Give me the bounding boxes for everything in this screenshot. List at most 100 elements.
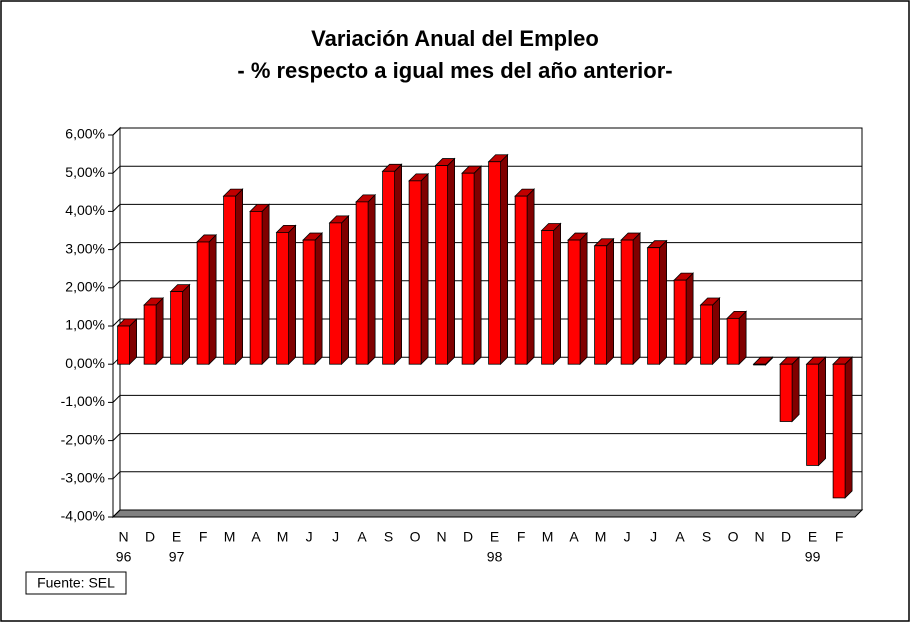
bar-side	[288, 224, 297, 366]
y-tick-label: -3,00%	[61, 470, 105, 486]
bar	[726, 317, 740, 365]
bar	[567, 239, 581, 365]
bar-side	[500, 153, 509, 366]
bar	[196, 241, 210, 365]
bar-side	[473, 165, 482, 366]
bar-side	[420, 172, 429, 366]
x-tick-label: F	[835, 529, 844, 545]
bar	[355, 201, 369, 365]
grid-line	[112, 394, 862, 403]
y-tick-label: -4,00%	[61, 508, 105, 524]
x-tick-label: F	[517, 529, 526, 545]
bar-side	[447, 157, 456, 366]
y-tick-label: -1,00%	[61, 393, 105, 409]
bar-side	[208, 233, 217, 366]
bar-side	[394, 163, 403, 366]
x-tick-label: J	[306, 529, 313, 545]
bar	[223, 195, 237, 365]
x-tick-label: A	[675, 529, 685, 545]
x-tick-label: E	[808, 529, 817, 545]
y-tick-label: 4,00%	[65, 202, 105, 218]
bar	[541, 230, 554, 365]
grid-line	[112, 280, 862, 289]
bar	[143, 304, 157, 365]
bar-side	[261, 203, 270, 366]
grid-line	[112, 165, 862, 174]
x-tick-label: J	[650, 529, 657, 545]
grid-line	[112, 509, 862, 518]
bar-side	[685, 272, 694, 366]
y-tick-label: 0,00%	[65, 355, 105, 371]
x-tick-label: D	[145, 529, 155, 545]
bar	[673, 279, 687, 365]
x-tick-label: N	[755, 529, 765, 545]
bar-side	[553, 222, 561, 366]
grid-line	[112, 127, 862, 136]
bar	[806, 363, 819, 466]
bar	[594, 245, 607, 365]
bar-side	[155, 297, 164, 366]
x-tick-label: J	[624, 529, 631, 545]
bar-side	[632, 232, 641, 366]
bar-side	[606, 237, 614, 366]
bar-side	[818, 356, 826, 467]
bar	[276, 232, 290, 365]
bar-side	[182, 283, 191, 366]
bar	[302, 239, 316, 365]
bar-side	[844, 356, 853, 499]
bar-side	[738, 310, 747, 366]
bar	[329, 222, 343, 365]
x-tick-label: N	[119, 529, 129, 545]
bar-side	[341, 214, 350, 366]
x-tick-label: M	[224, 529, 236, 545]
x-tick-label: A	[569, 529, 579, 545]
x-tick-label: M	[542, 529, 554, 545]
bar	[620, 239, 634, 365]
x-tick-label: O	[410, 529, 421, 545]
x-year-label: 99	[805, 549, 821, 565]
bar	[117, 325, 130, 365]
x-tick-label: M	[595, 529, 607, 545]
bar-side	[235, 188, 244, 366]
x-tick-label: F	[199, 529, 208, 545]
x-tick-label: M	[277, 529, 289, 545]
bar-side	[314, 232, 323, 366]
bar-side	[129, 318, 138, 366]
x-tick-label: A	[251, 529, 261, 545]
bar	[382, 170, 396, 365]
grid-line	[112, 242, 862, 250]
grid-line	[112, 471, 862, 480]
bar-side	[712, 297, 720, 366]
chart-subtitle: - % respecto a igual mes del año anterio…	[237, 58, 672, 83]
bar	[832, 363, 846, 499]
x-year-label: 97	[169, 549, 185, 565]
x-tick-label: A	[357, 529, 367, 545]
x-year-label: 96	[116, 549, 132, 565]
bar	[249, 210, 263, 365]
y-tick-label: 6,00%	[65, 126, 105, 142]
x-tick-label: D	[781, 529, 791, 545]
bar	[488, 161, 502, 365]
bar	[514, 195, 528, 365]
y-tick-label: 3,00%	[65, 240, 105, 256]
bar-side	[526, 188, 535, 366]
bar	[461, 172, 475, 365]
chart-title: Variación Anual del Empleo	[311, 26, 599, 51]
x-tick-label: J	[332, 529, 339, 545]
bar-side	[367, 193, 376, 366]
floor	[111, 509, 864, 518]
x-year-label: 98	[487, 549, 503, 565]
bar	[647, 247, 660, 365]
x-tick-label: N	[437, 529, 447, 545]
bar-side	[791, 356, 800, 423]
grid-line	[112, 433, 862, 441]
bar	[700, 304, 713, 365]
bar-side	[579, 232, 588, 366]
grid-line	[112, 203, 862, 212]
bar-side	[659, 239, 667, 366]
grid-line	[112, 318, 862, 327]
y-tick-label: 2,00%	[65, 279, 105, 295]
x-tick-label: E	[172, 529, 181, 545]
source: Fuente: SEL	[37, 575, 115, 591]
